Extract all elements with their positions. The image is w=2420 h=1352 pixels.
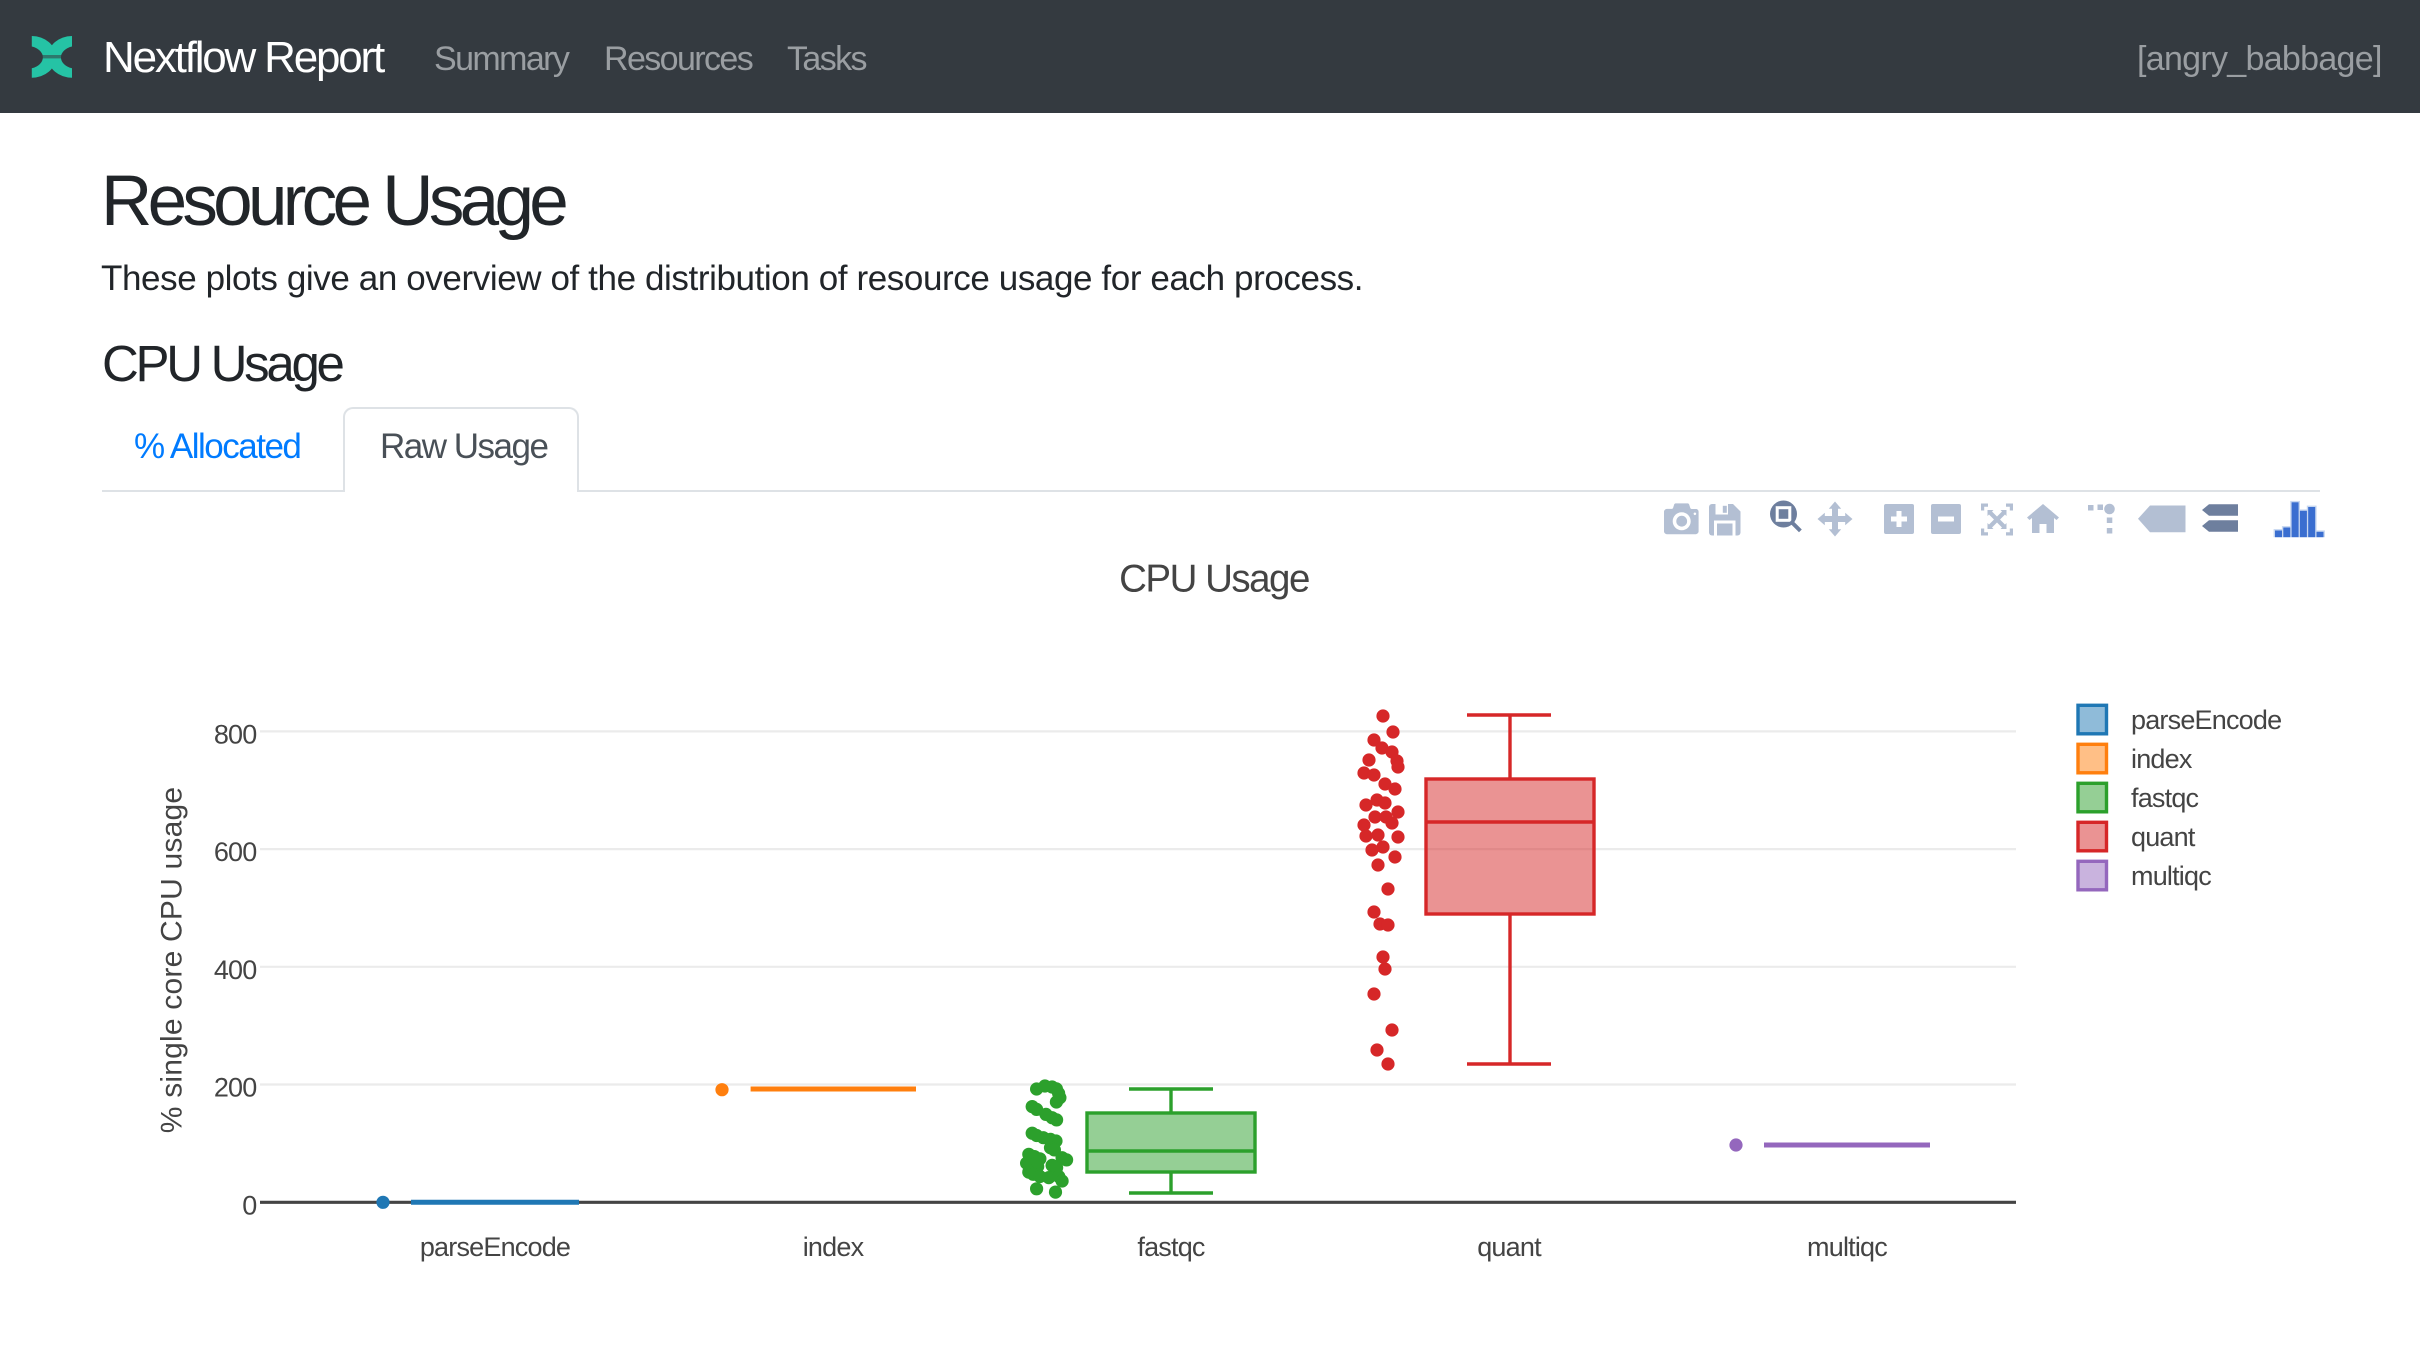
svg-text:quant: quant <box>2131 822 2196 852</box>
svg-text:800: 800 <box>214 719 257 749</box>
svg-text:fastqc: fastqc <box>1137 1232 1205 1262</box>
svg-text:fastqc: fastqc <box>2131 783 2199 813</box>
svg-text:multiqc: multiqc <box>2131 861 2211 891</box>
svg-text:200: 200 <box>214 1073 257 1103</box>
svg-text:400: 400 <box>214 955 257 985</box>
svg-text:600: 600 <box>214 837 257 867</box>
svg-text:0: 0 <box>242 1190 256 1220</box>
svg-text:parseEncode: parseEncode <box>420 1232 570 1262</box>
svg-text:quant: quant <box>1477 1232 1542 1262</box>
svg-text:index: index <box>2131 744 2193 774</box>
svg-text:multiqc: multiqc <box>1807 1232 1887 1262</box>
svg-text:% single core CPU usage: % single core CPU usage <box>156 787 189 1133</box>
svg-text:CPU Usage: CPU Usage <box>1119 558 1309 601</box>
svg-text:index: index <box>803 1232 865 1262</box>
svg-text:parseEncode: parseEncode <box>2131 705 2281 735</box>
